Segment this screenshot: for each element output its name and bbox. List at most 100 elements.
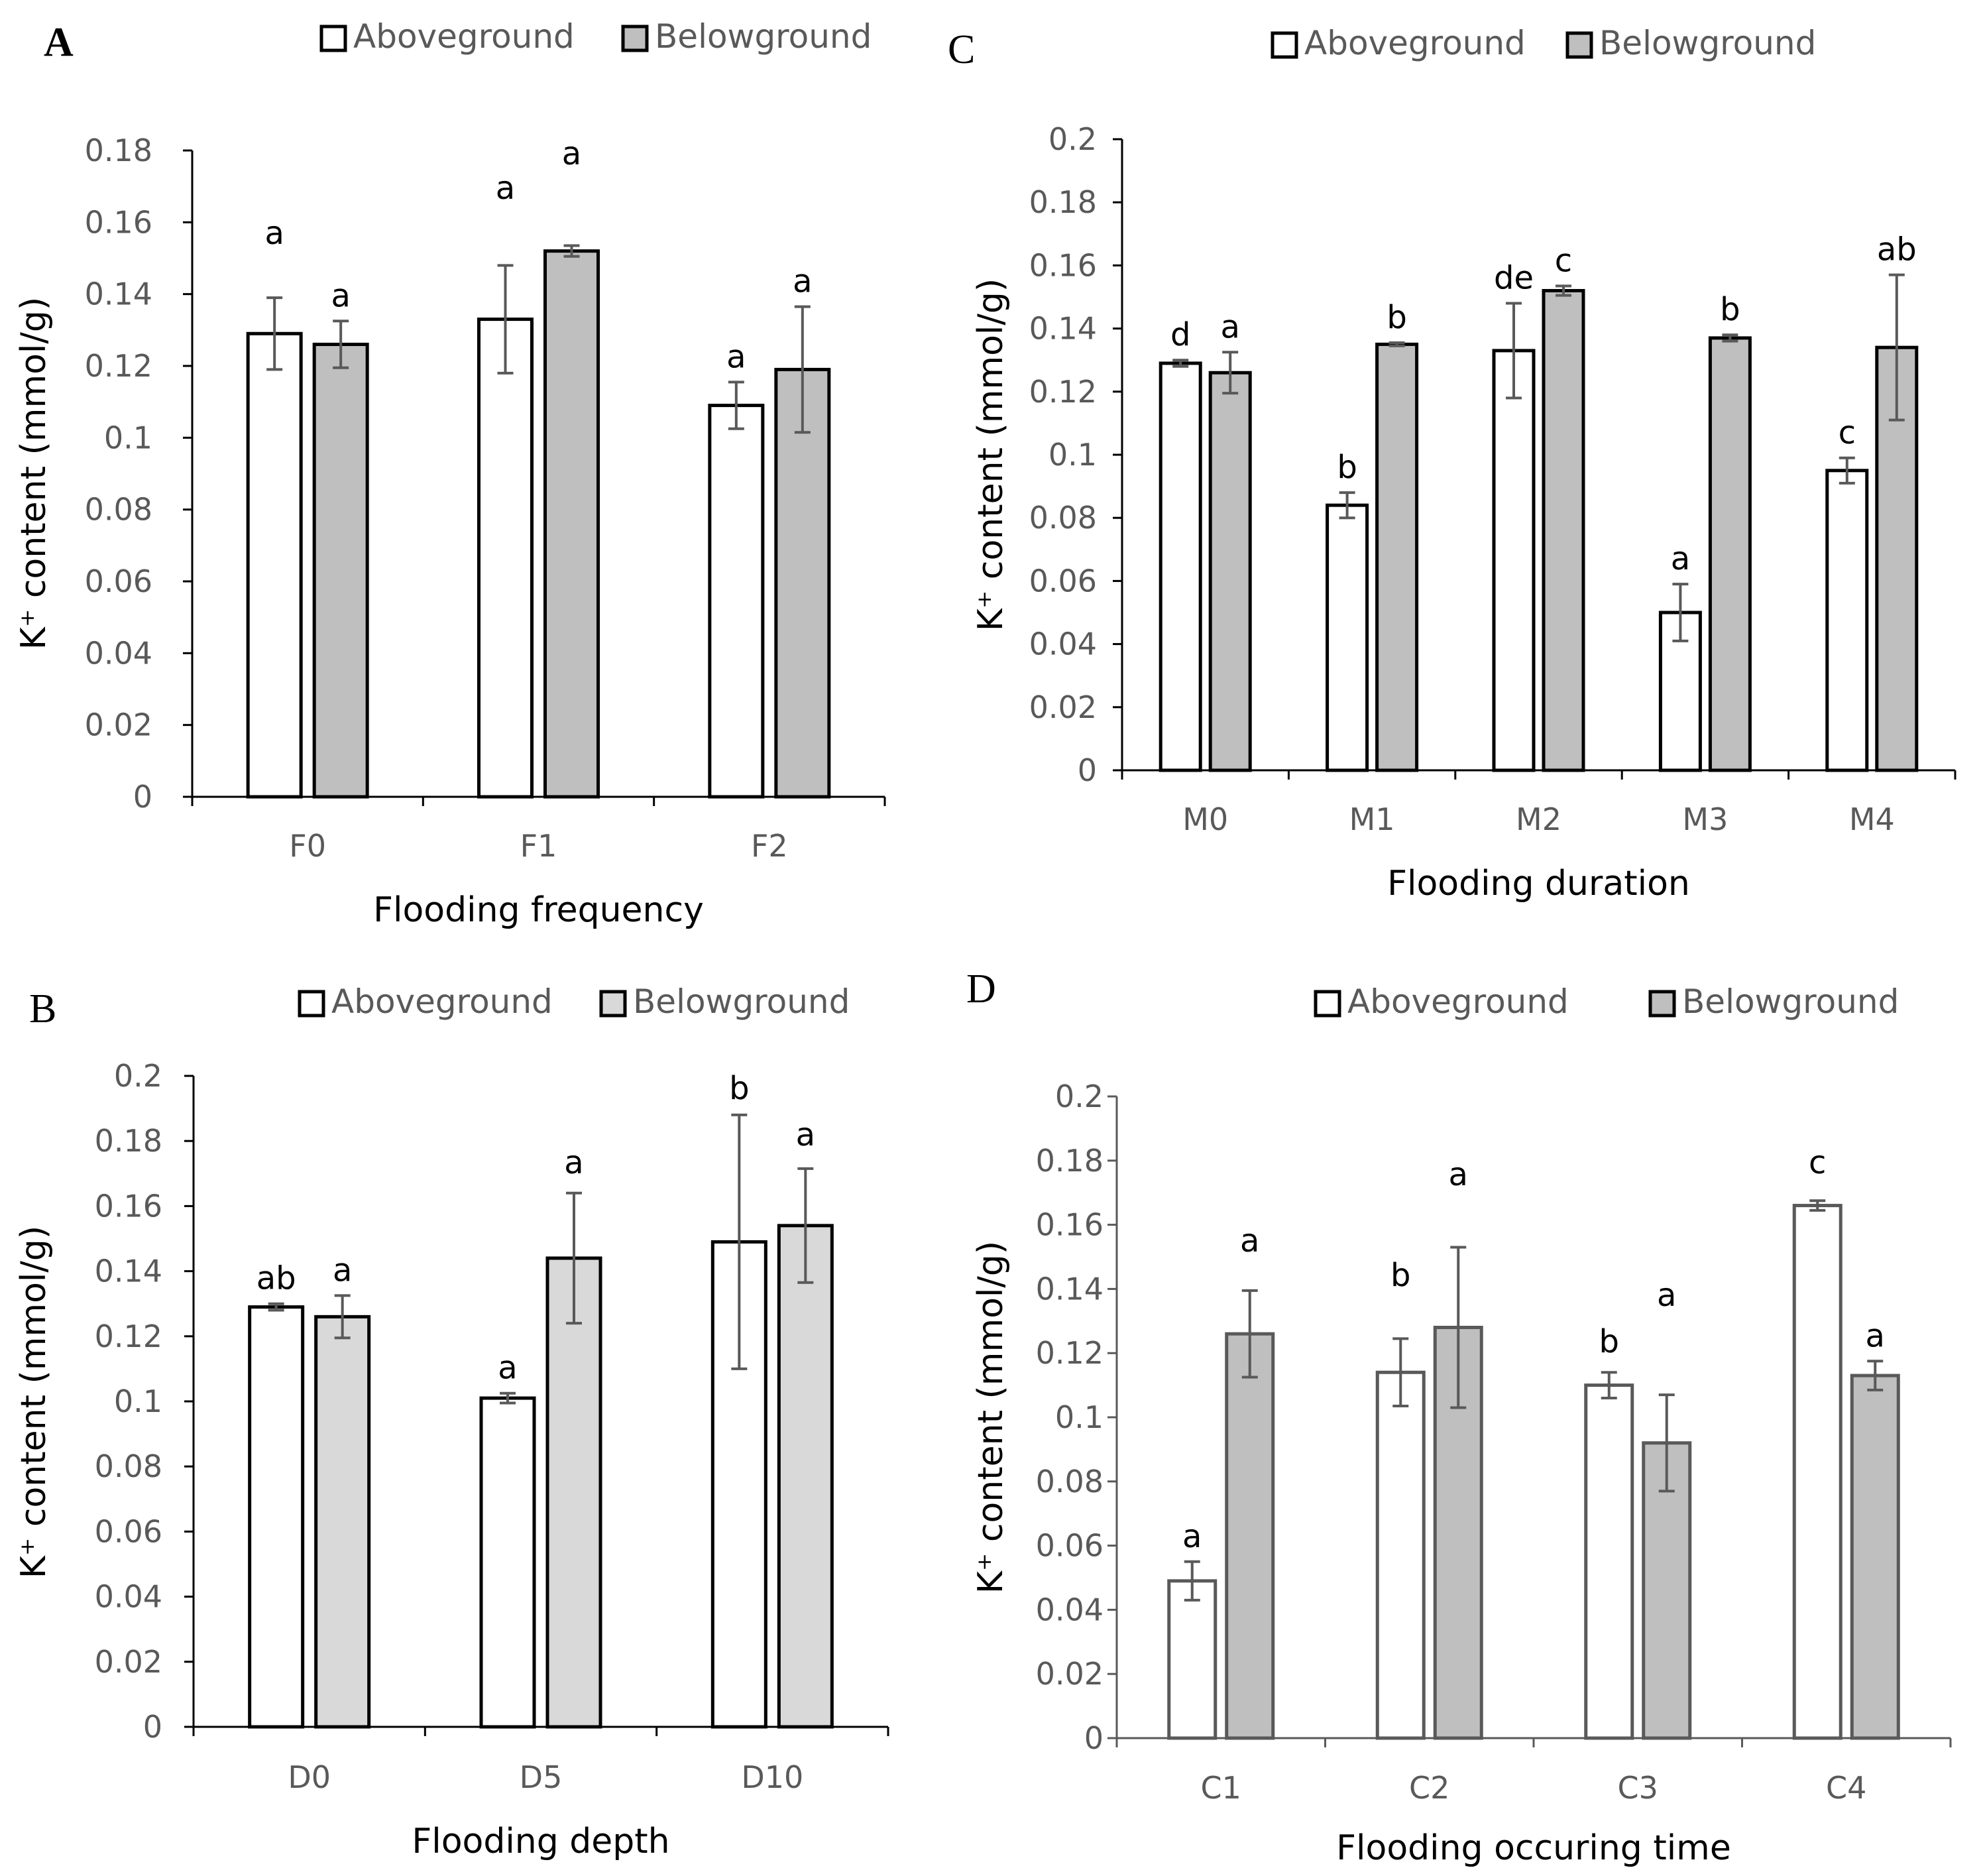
bar-aboveground (1375, 1370, 1426, 1740)
bar-belowground (312, 343, 369, 799)
significance-letter: a (564, 1144, 583, 1181)
x-category-label: M4 (1849, 801, 1895, 837)
y-tick-label: 0.18 (95, 1123, 162, 1159)
bar-aboveground (1167, 1579, 1218, 1740)
y-tick-label: 0 (133, 779, 152, 815)
x-category-label: D0 (288, 1759, 331, 1795)
significance-letter: a (264, 215, 284, 252)
panel-letter: D (966, 967, 996, 1012)
panel-a-chart: A Aboveground Belowground 0 0.02 0.04 0.06 0.08… (14, 17, 886, 930)
panel-letter: A (44, 20, 74, 65)
significance-letter: a (496, 170, 515, 207)
error-bar-belowground (1658, 1393, 1675, 1493)
significance-letter: a (793, 263, 812, 300)
legend-label-aboveground: Aboveground (331, 982, 553, 1021)
significance-letter: a (796, 1116, 815, 1153)
significance-letter: de (1494, 260, 1534, 297)
error-bar-aboveground (1809, 1199, 1826, 1212)
x-category-label: C1 (1201, 1770, 1241, 1806)
bar-aboveground (1492, 349, 1536, 772)
error-bar-aboveground (731, 1113, 748, 1370)
error-bar-aboveground (497, 264, 514, 375)
x-axis-title: Flooding depth (412, 1822, 669, 1861)
significance-letter: b (1337, 449, 1357, 486)
legend-label-aboveground: Aboveground (1347, 982, 1569, 1021)
y-axis-title: K⁺ content (mmol/g) (971, 1241, 1011, 1594)
x-category-label: C4 (1826, 1770, 1866, 1806)
error-bar-belowground (1722, 333, 1738, 343)
error-bar-belowground (333, 320, 349, 369)
bar-aboveground (1584, 1383, 1634, 1740)
bar-aboveground (1825, 469, 1869, 772)
x-category-label: C2 (1409, 1770, 1449, 1806)
bar-belowground (1208, 371, 1252, 772)
y-tick-label: 0 (143, 1709, 162, 1745)
error-bar-belowground (334, 1294, 351, 1340)
legend-swatch-belowground (621, 25, 649, 52)
bar-belowground (1708, 336, 1752, 772)
bar-aboveground (479, 1396, 536, 1729)
error-bar-aboveground (1339, 491, 1355, 520)
bar-aboveground (1326, 503, 1369, 772)
significance-letter: a (1240, 1222, 1259, 1260)
significance-letter: a (726, 338, 746, 375)
y-tick-label: 0.08 (1029, 500, 1097, 536)
y-tick-label: 0.06 (85, 563, 152, 599)
bar-belowground (1375, 342, 1419, 772)
y-tick-label: 0.14 (85, 276, 152, 312)
significance-letter: a (498, 1350, 517, 1387)
legend-label-aboveground: Aboveground (353, 17, 575, 56)
y-tick-label: 0.08 (1036, 1464, 1104, 1499)
bar-aboveground (1792, 1204, 1842, 1740)
error-bar-aboveground (1392, 1337, 1409, 1408)
significance-letter: ab (256, 1260, 296, 1297)
legend-swatch-aboveground (1314, 990, 1341, 1018)
bar-belowground (545, 1256, 602, 1729)
legend-swatch-aboveground (1271, 31, 1298, 59)
x-category-label: D10 (741, 1759, 803, 1795)
y-tick-label: 0.14 (95, 1254, 162, 1289)
error-bar-aboveground (1506, 302, 1522, 400)
y-tick-label: 0.2 (1055, 1079, 1104, 1114)
significance-letter: b (1387, 299, 1406, 336)
panel-b-chart: B Aboveground Belowground 0 0.02 0.04 0.06 0.08… (14, 982, 889, 1861)
error-bar-belowground (1241, 1289, 1258, 1379)
panel-letter: B (29, 986, 56, 1031)
y-tick-label: 0.16 (95, 1188, 162, 1224)
y-axis-title: K⁺ content (mmol/g) (14, 297, 54, 650)
bar-belowground (1850, 1374, 1900, 1740)
significance-letter: c (1839, 414, 1856, 451)
error-bar-belowground (1450, 1246, 1467, 1409)
significance-letter: b (729, 1070, 749, 1107)
x-category-label: F1 (520, 828, 557, 864)
y-tick-label: 0.18 (85, 133, 152, 168)
error-bar-belowground (797, 1167, 814, 1284)
significance-letter: d (1170, 316, 1190, 353)
significance-letter: a (1657, 1277, 1676, 1314)
bar-belowground (1433, 1325, 1483, 1740)
y-tick-label: 0.12 (1036, 1335, 1104, 1371)
error-bar-aboveground (1172, 359, 1189, 368)
significance-letter: b (1599, 1323, 1619, 1360)
legend-swatch-aboveground (319, 25, 347, 52)
y-tick-label: 0.12 (1029, 374, 1097, 410)
bar-belowground (314, 1315, 371, 1729)
legend: Aboveground Belowground (319, 17, 872, 56)
y-tick-label: 0.06 (1036, 1528, 1104, 1564)
error-bar-aboveground (1184, 1560, 1200, 1602)
legend-label-belowground: Belowground (655, 17, 872, 56)
y-tick-label: 0.12 (85, 348, 152, 384)
error-bar-belowground (1388, 341, 1405, 347)
error-bar-belowground (1867, 1360, 1884, 1391)
y-tick-label: 0.04 (95, 1579, 162, 1615)
bar-aboveground (477, 318, 534, 799)
y-tick-label: 0.04 (85, 635, 152, 671)
legend-label-belowground: Belowground (1682, 982, 1899, 1021)
error-bar-belowground (1888, 273, 1905, 422)
significance-letter: c (1555, 242, 1572, 279)
error-bar-aboveground (500, 1391, 516, 1405)
y-tick-label: 0.04 (1036, 1592, 1104, 1627)
legend: Aboveground Belowground (1271, 24, 1816, 62)
y-tick-label: 0.04 (1029, 626, 1097, 662)
panel-c-chart: C Aboveground Belowground 0 0.02 0.04 0.06 0.08… (948, 24, 1956, 904)
